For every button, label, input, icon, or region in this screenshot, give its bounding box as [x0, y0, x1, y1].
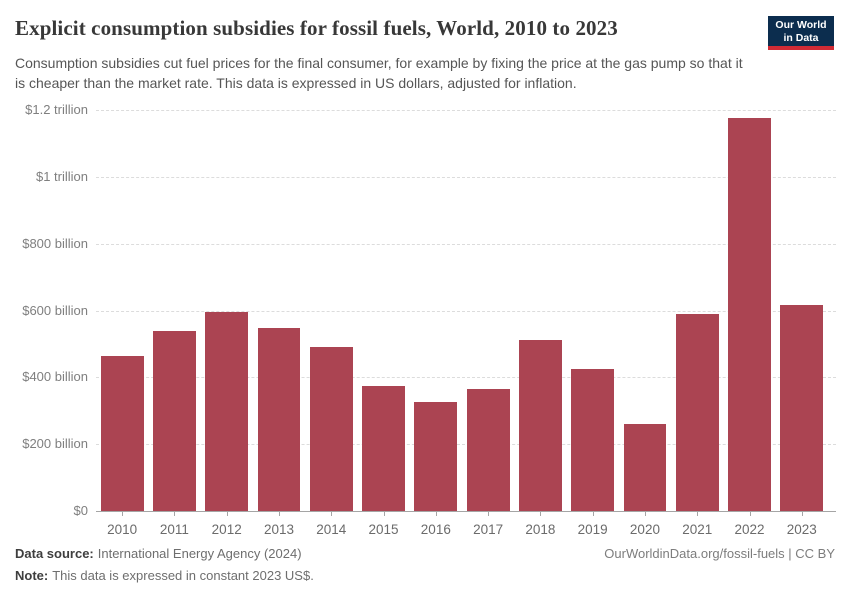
- gridline: [96, 444, 836, 446]
- bar-column: 2011: [148, 110, 200, 537]
- x-tick-label-2015: 2015: [368, 522, 399, 537]
- y-tick-label: $400 billion: [22, 369, 88, 385]
- bar-2015[interactable]: [362, 386, 405, 511]
- bar-column: 2023: [776, 110, 828, 537]
- bars-container: 2010 2011 2012 2013 2014 2015 2016 2017 2018 2019…: [96, 110, 828, 537]
- x-axis-line: [96, 511, 836, 512]
- page-title: Explicit consumption subsidies for fossi…: [15, 16, 618, 40]
- footer-notes: Data source: International Energy Agency …: [15, 546, 314, 584]
- bar-2016[interactable]: [414, 402, 458, 511]
- y-tick-label: $0: [73, 503, 88, 518]
- y-tick-label: $1.2 trillion: [25, 102, 88, 117]
- x-tick-mark: [122, 512, 124, 516]
- x-tick-mark: [331, 512, 333, 516]
- bar-column: 2016: [410, 110, 462, 537]
- data-source-value: International Energy Agency (2024): [97, 546, 302, 561]
- x-tick-label-2019: 2019: [577, 522, 608, 537]
- bar-2021[interactable]: [675, 313, 719, 511]
- note-line: Note: This data is expressed in constant …: [15, 568, 314, 584]
- x-tick-label-2011: 2011: [159, 522, 189, 537]
- bar-2017[interactable]: [466, 388, 510, 511]
- bar-column: 2017: [462, 110, 514, 537]
- attribution-link[interactable]: OurWorldinData.org/fossil-fuels | CC BY: [604, 546, 835, 561]
- bar-column: 2020: [619, 110, 671, 537]
- bar-column: 2012: [201, 110, 253, 537]
- x-tick-label-2017: 2017: [473, 522, 504, 537]
- x-tick-label-2021: 2021: [682, 522, 713, 537]
- bar-2022[interactable]: [728, 117, 771, 511]
- gridline: [96, 176, 836, 178]
- data-source-label: Data source:: [15, 546, 94, 561]
- bar-column: 2014: [305, 110, 357, 537]
- bar-2011[interactable]: [152, 330, 196, 511]
- bar-column: 2019: [567, 110, 619, 537]
- gridline: [96, 377, 836, 379]
- chart-subtitle: Consumption subsidies cut fuel prices fo…: [15, 55, 743, 91]
- x-tick-mark: [174, 512, 176, 516]
- owid-logo[interactable]: Our World in Data: [768, 16, 834, 50]
- note-value: This data is expressed in constant 2023 …: [52, 568, 314, 583]
- owid-logo-line1: Our World: [775, 19, 827, 31]
- x-tick-mark: [540, 512, 542, 516]
- bar-column: 2018: [514, 110, 566, 537]
- bar-column: 2021: [671, 110, 723, 537]
- gridline: [96, 110, 836, 111]
- gridline: [96, 243, 836, 245]
- x-tick-mark: [435, 512, 437, 516]
- x-tick-mark: [383, 512, 385, 516]
- x-tick-label-2010: 2010: [107, 522, 138, 537]
- y-tick-label: $200 billion: [22, 436, 88, 452]
- bar-2019[interactable]: [571, 369, 615, 511]
- x-tick-label-2023: 2023: [786, 522, 817, 537]
- bar-2018[interactable]: [518, 339, 562, 511]
- bar-2014[interactable]: [309, 347, 353, 511]
- x-tick-label-2022: 2022: [734, 522, 765, 537]
- bar-column: 2015: [357, 110, 409, 537]
- x-tick-label-2012: 2012: [211, 522, 242, 537]
- x-tick-mark: [592, 512, 594, 516]
- x-tick-mark: [488, 512, 490, 516]
- x-tick-mark: [278, 512, 280, 516]
- x-tick-label-2018: 2018: [525, 522, 556, 537]
- bar-2010[interactable]: [100, 355, 144, 511]
- bar-column: 2010: [96, 110, 148, 537]
- gridline: [96, 310, 836, 312]
- bar-column: 2022: [723, 110, 775, 537]
- bar-2020[interactable]: [623, 424, 667, 511]
- x-tick-mark: [749, 512, 751, 516]
- x-tick-mark: [697, 512, 699, 516]
- note-label: Note:: [15, 568, 49, 583]
- bar-2023[interactable]: [780, 304, 824, 511]
- x-tick-mark: [226, 512, 228, 516]
- x-tick-mark: [801, 512, 803, 516]
- y-tick-label: $600 billion: [22, 302, 88, 318]
- x-tick-label-2014: 2014: [316, 522, 347, 537]
- x-tick-mark: [644, 512, 646, 516]
- y-tick-label: $1 trillion: [35, 168, 88, 184]
- bar-2013[interactable]: [257, 327, 301, 511]
- x-tick-label-2013: 2013: [263, 522, 294, 537]
- owid-logo-line2: in Data: [783, 32, 819, 44]
- y-tick-label: $800 billion: [22, 235, 88, 251]
- data-source-line: Data source: International Energy Agency …: [15, 546, 314, 562]
- x-tick-label-2020: 2020: [629, 522, 660, 537]
- x-tick-label-2016: 2016: [420, 522, 451, 537]
- bar-column: 2013: [253, 110, 305, 537]
- bar-2012[interactable]: [205, 311, 249, 511]
